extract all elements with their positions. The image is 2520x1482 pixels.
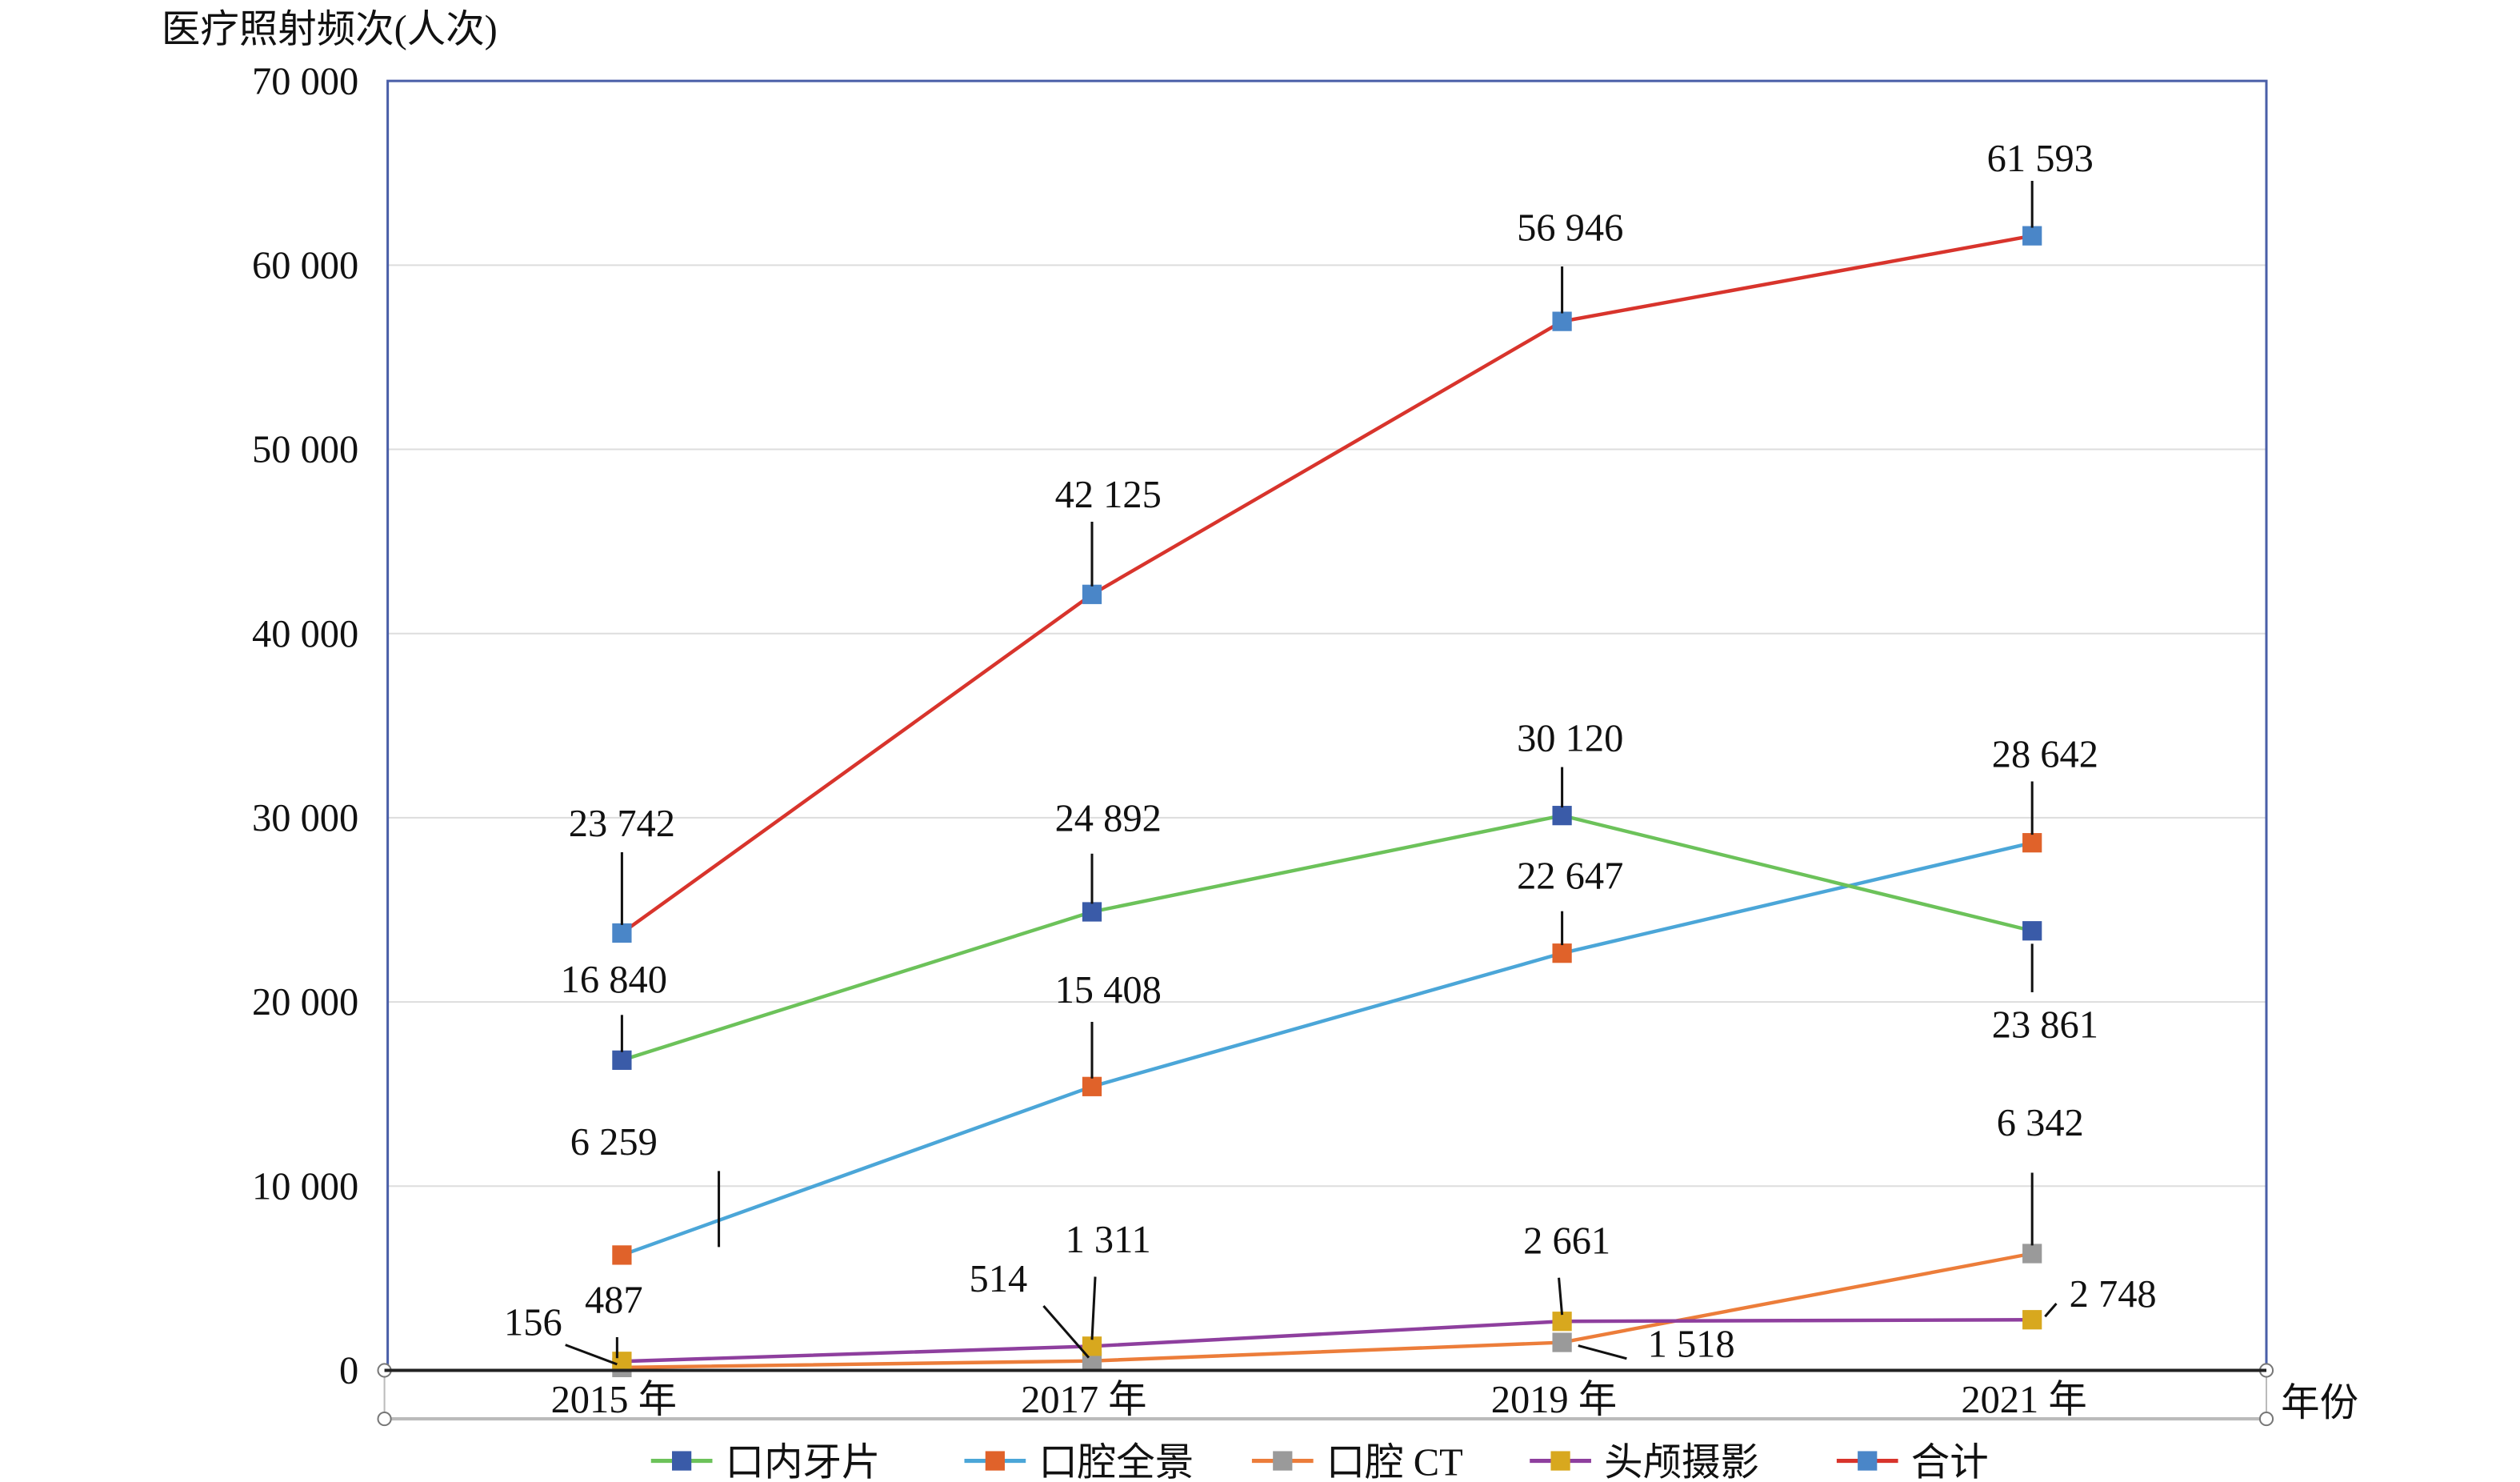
legend: 口内牙片 口腔全景 口腔 CT 头颅摄影 合计: [650, 1441, 1989, 1482]
y-axis: 0 10 000 20 000 30 000 40 000 50 000 60 000 70 …: [252, 60, 358, 1392]
legend-label: 头颅摄影: [1604, 1442, 1759, 1482]
data-label: 6 259: [570, 1121, 658, 1164]
data-point: [2022, 226, 2042, 246]
x-tick-label: 2015 年: [551, 1379, 677, 1421]
legend-item: 头颅摄影: [1530, 1442, 1759, 1482]
data-point: [1552, 806, 1572, 826]
y-tick-label: 50 000: [252, 429, 358, 471]
x-axis-title: 年份: [2281, 1382, 2358, 1424]
data-label: 56 946: [1517, 207, 1623, 250]
y-tick-label: 30 000: [252, 797, 358, 839]
series-line: [621, 813, 2033, 1062]
data-label: 487: [585, 1280, 643, 1322]
data-label: 1 311: [1066, 1219, 1151, 1261]
y-axis-title: 医疗照射频次(人次): [162, 9, 498, 51]
legend-item: 口腔全景: [964, 1441, 1194, 1482]
data-label: 42 125: [1055, 474, 1162, 516]
legend-marker: [985, 1451, 1005, 1471]
y-tick-label: 40 000: [252, 613, 358, 655]
legend-item: 合计: [1836, 1442, 1989, 1482]
y-tick-label: 0: [339, 1350, 358, 1392]
data-label: 2 748: [2070, 1273, 2157, 1316]
data-label: 1 518: [1648, 1324, 1735, 1366]
data-label: 15 408: [1055, 969, 1162, 1011]
leader-line: [2044, 1303, 2058, 1318]
gridlines: [387, 264, 2266, 1188]
legend-item: 口腔 CT: [1251, 1442, 1463, 1482]
y-tick-label: 70 000: [252, 60, 358, 102]
x-tick-label: 2021 年: [1961, 1379, 2086, 1421]
series-2: [612, 1244, 2042, 1378]
y-tick-label: 10 000: [252, 1165, 358, 1208]
data-point: [612, 1352, 632, 1372]
data-label: 514: [970, 1258, 1028, 1300]
data-label: 61 593: [1987, 138, 2094, 180]
leader-line: [1090, 1276, 1097, 1340]
data-point: [2022, 921, 2042, 941]
data-label: 156: [504, 1302, 562, 1344]
data-point: [1082, 584, 1102, 604]
series-1: [612, 833, 2042, 1265]
legend-label: 口腔 CT: [1326, 1442, 1463, 1482]
data-label: 6 342: [1997, 1102, 2084, 1144]
y-tick-label: 60 000: [252, 244, 358, 286]
leader-line: [1578, 1344, 1627, 1360]
series-line: [621, 234, 2033, 935]
data-label: 30 120: [1517, 717, 1623, 759]
data-point: [612, 1245, 632, 1265]
series-4: [612, 226, 2042, 943]
data-label: 23 861: [1992, 1003, 2098, 1046]
series-line: [622, 1252, 2033, 1370]
x-tick-label: 2017 年: [1021, 1379, 1146, 1421]
data-point: [1552, 311, 1572, 331]
data-point: [2022, 833, 2042, 853]
series-3: [612, 1310, 2042, 1372]
x-tick-label: 2019 年: [1491, 1379, 1617, 1421]
series-0: [612, 806, 2042, 1070]
series-line: [622, 1318, 2033, 1364]
data-point: [1082, 1076, 1102, 1096]
leader-line: [1558, 1277, 1564, 1316]
data-point: [612, 923, 632, 943]
leader-line: [565, 1344, 618, 1366]
data-label: 2 661: [1523, 1220, 1610, 1262]
series-line: [621, 841, 2033, 1257]
data-label: 22 647: [1517, 855, 1623, 897]
data-label: 28 642: [1992, 733, 2098, 775]
legend-label: 口内牙片: [726, 1442, 881, 1482]
legend-label: 合计: [1911, 1442, 1989, 1482]
data-point: [1552, 1332, 1572, 1352]
legend-marker: [672, 1451, 692, 1471]
plot-area-border: [386, 79, 2268, 1372]
data-label: 23 742: [569, 803, 675, 845]
legend-label: 口腔全景: [1038, 1441, 1194, 1482]
data-point: [2022, 1244, 2042, 1264]
y-tick-label: 20 000: [252, 981, 358, 1023]
data-point: [612, 1050, 632, 1070]
data-point: [2022, 1310, 2042, 1330]
leader-line: [1042, 1305, 1090, 1359]
legend-item: 口内牙片: [650, 1442, 881, 1482]
legend-marker: [1858, 1451, 1878, 1471]
legend-marker: [1550, 1451, 1570, 1471]
data-point: [1082, 902, 1102, 922]
x-axis: 2015 年 2017 年 2019 年 2021 年: [551, 1379, 2087, 1421]
data-point: [1552, 943, 1572, 963]
legend-marker: [1273, 1451, 1293, 1471]
data-label: 24 892: [1055, 798, 1162, 840]
data-label: 16 840: [561, 959, 667, 1001]
